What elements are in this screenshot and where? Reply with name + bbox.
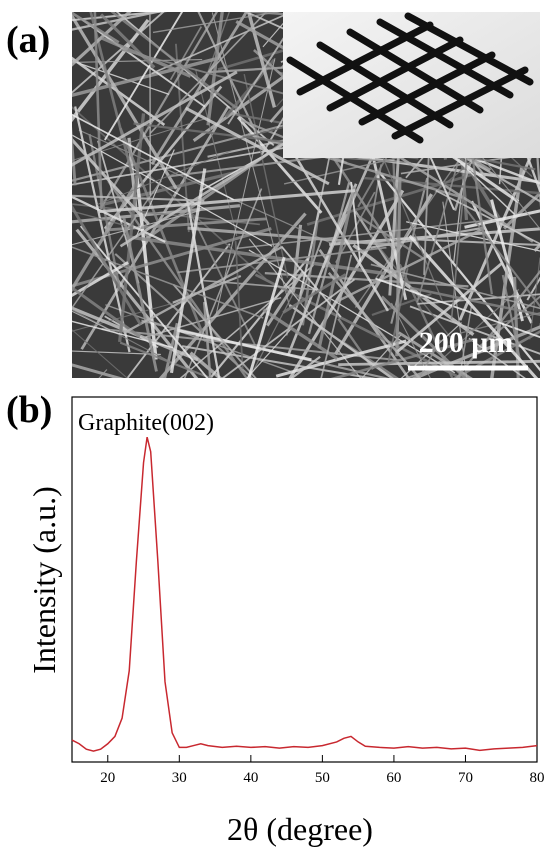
scale-bar-label: 200 μm [419, 326, 514, 359]
x-axis-label: 2θ (degree) [227, 811, 373, 847]
fiber [473, 380, 548, 391]
x-tick-label: 50 [315, 770, 330, 786]
x-tick-label: 70 [458, 770, 473, 786]
fiber [540, 323, 545, 417]
plot-frame [72, 397, 537, 762]
x-tick-label: 40 [243, 770, 258, 786]
figure: (a) 200 μm (b) Graphite(002) Intensity (… [0, 0, 548, 850]
line [72, 437, 537, 751]
fiber [477, 0, 548, 11]
fiber [64, 0, 66, 282]
x-tick-label: 20 [100, 770, 115, 786]
annotation: Graphite(002) [78, 410, 214, 436]
x-tick-label: 30 [172, 770, 187, 786]
panel-label: (b) [6, 389, 52, 431]
x-tick-label: 80 [530, 770, 545, 786]
panel-label: (a) [6, 19, 50, 61]
inset [283, 12, 540, 158]
y-axis-label: Intensity (a.u.) [26, 486, 62, 674]
x-tick-label: 60 [386, 770, 401, 786]
